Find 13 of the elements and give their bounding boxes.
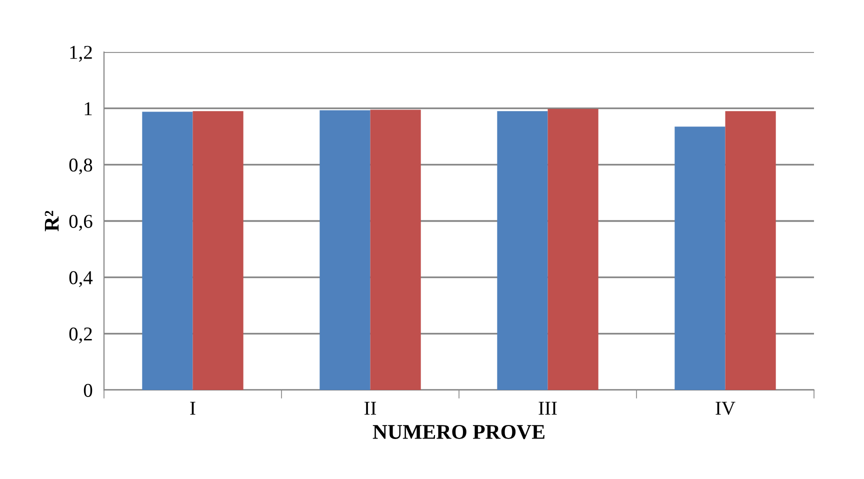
x-tick-label: III xyxy=(538,402,557,415)
y-tick-label: 0,2 xyxy=(69,327,92,344)
x-tick-label: I xyxy=(190,402,196,415)
x-axis-title: NUMERO PROVE xyxy=(372,424,544,440)
y-tick-label: 0,6 xyxy=(69,214,92,231)
y-tick-label: 0,4 xyxy=(69,271,93,288)
y-tick-label: 0 xyxy=(84,384,92,397)
y-tick-label: 0,8 xyxy=(69,158,92,174)
y-tick-label: 1 xyxy=(84,102,92,116)
y-tick-label: 1,2 xyxy=(70,46,92,62)
y-axis-title: R² xyxy=(44,210,59,232)
x-tick-label: IV xyxy=(716,402,736,415)
x-tick-label: II xyxy=(364,402,376,415)
